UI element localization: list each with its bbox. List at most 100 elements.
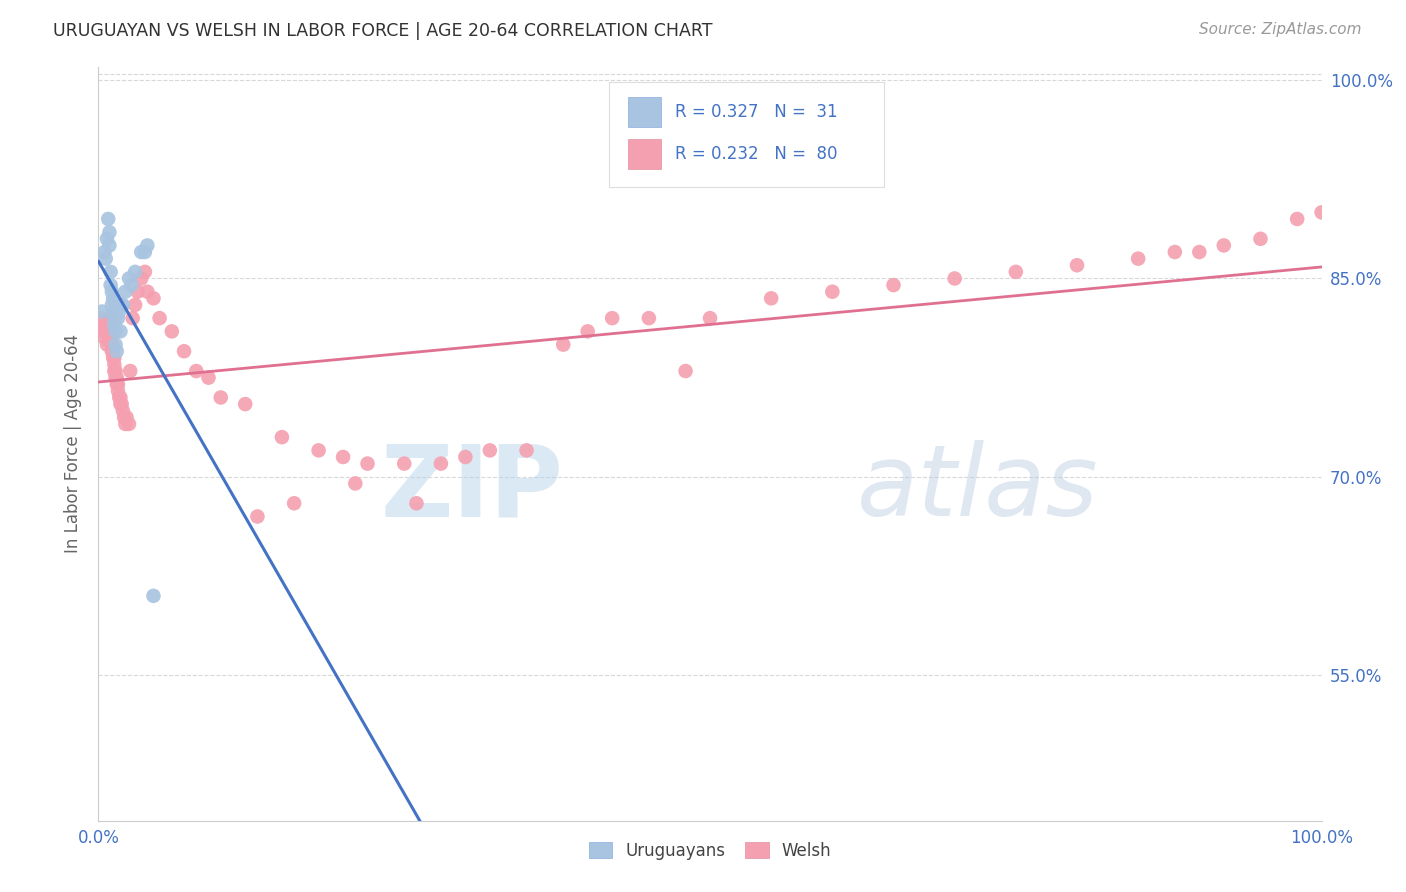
Point [118, 271, 141, 285]
Point [101, 344, 124, 359]
Point [93, 245, 115, 260]
Point [101, 285, 124, 299]
Point [332, 450, 354, 464]
Point [110, 324, 132, 338]
Point [93, 331, 115, 345]
Point [101, 304, 124, 318]
Point [127, 285, 149, 299]
Point [405, 496, 427, 510]
Point [308, 443, 330, 458]
Text: atlas: atlas [856, 441, 1098, 538]
Text: R = 0.232   N =  80: R = 0.232 N = 80 [675, 145, 837, 162]
Point [104, 337, 127, 351]
Point [98, 238, 121, 252]
Point [107, 384, 129, 398]
Point [101, 291, 124, 305]
Point [100, 324, 122, 338]
Point [96, 232, 118, 246]
Point [100, 265, 122, 279]
Point [478, 443, 501, 458]
Point [943, 271, 966, 285]
Point [344, 476, 367, 491]
Point [94, 324, 117, 338]
Point [186, 364, 208, 378]
Point [107, 311, 129, 326]
Point [103, 311, 125, 326]
Point [600, 311, 623, 326]
Point [111, 298, 134, 312]
Point [101, 298, 124, 312]
Point [142, 589, 165, 603]
Point [209, 391, 232, 405]
Point [149, 311, 172, 326]
Point [246, 509, 269, 524]
Point [1310, 205, 1333, 219]
Text: Source: ZipAtlas.com: Source: ZipAtlas.com [1198, 22, 1361, 37]
Point [111, 298, 134, 312]
Point [104, 364, 127, 378]
Point [96, 337, 118, 351]
Point [105, 377, 128, 392]
Point [90, 311, 112, 326]
Point [699, 311, 721, 326]
Point [1212, 238, 1234, 252]
Point [108, 304, 131, 318]
Point [576, 324, 599, 338]
Point [124, 298, 146, 312]
Text: URUGUAYAN VS WELSH IN LABOR FORCE | AGE 20-64 CORRELATION CHART: URUGUAYAN VS WELSH IN LABOR FORCE | AGE … [53, 22, 713, 40]
Point [134, 265, 156, 279]
Point [233, 397, 256, 411]
Point [97, 318, 120, 332]
Point [103, 364, 125, 378]
Point [173, 344, 195, 359]
Point [136, 238, 159, 252]
Point [1286, 211, 1309, 226]
Point [197, 370, 219, 384]
Point [270, 430, 294, 444]
Point [112, 410, 135, 425]
Point [101, 351, 124, 365]
Point [129, 271, 152, 285]
Point [98, 318, 121, 332]
Point [110, 397, 132, 411]
Point [160, 324, 183, 338]
Point [283, 496, 305, 510]
Point [91, 324, 114, 338]
Point [110, 391, 132, 405]
Point [1164, 245, 1187, 260]
Point [675, 364, 697, 378]
Point [103, 358, 125, 372]
Legend: Uruguayans, Welsh: Uruguayans, Welsh [582, 835, 838, 866]
Point [120, 278, 142, 293]
Point [392, 457, 416, 471]
Point [1004, 265, 1026, 279]
Point [454, 450, 477, 464]
Point [118, 417, 141, 431]
Point [103, 351, 125, 365]
Point [114, 417, 136, 431]
Point [101, 344, 124, 359]
Point [114, 285, 136, 299]
Point [1249, 232, 1271, 246]
Point [120, 364, 142, 378]
Point [821, 285, 844, 299]
Point [637, 311, 661, 326]
Point [124, 265, 146, 279]
Y-axis label: In Labor Force | Age 20-64: In Labor Force | Age 20-64 [65, 334, 83, 553]
Point [121, 311, 143, 326]
Point [134, 245, 156, 260]
Point [108, 391, 131, 405]
Point [104, 324, 127, 338]
Point [115, 410, 138, 425]
Point [104, 370, 127, 384]
Point [111, 397, 134, 411]
Point [97, 211, 120, 226]
Point [100, 331, 122, 345]
Point [1066, 258, 1088, 272]
Point [883, 278, 905, 293]
Point [107, 377, 129, 392]
Point [761, 291, 783, 305]
Point [105, 344, 128, 359]
Text: R = 0.327   N =  31: R = 0.327 N = 31 [675, 103, 837, 121]
Point [101, 337, 124, 351]
